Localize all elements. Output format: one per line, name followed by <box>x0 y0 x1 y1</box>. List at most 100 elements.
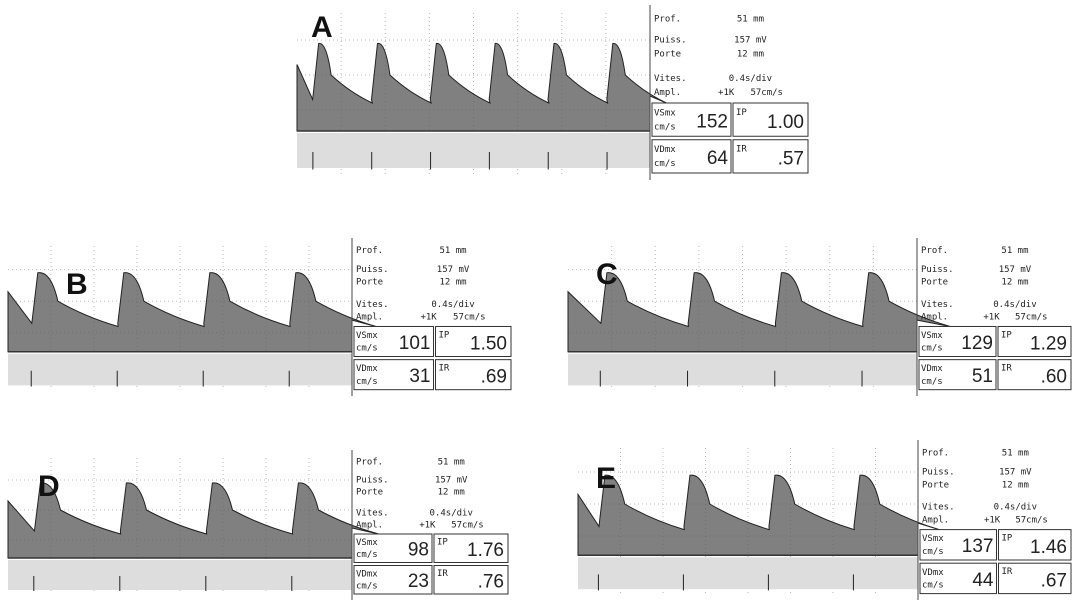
ampl-label: Ampl. <box>922 516 949 526</box>
ampl-scale: 57cm/s <box>750 88 783 98</box>
vsmx-box <box>353 325 434 358</box>
ampl-label: Ampl. <box>356 521 383 531</box>
ir-label: IR <box>1002 567 1013 577</box>
ip-box <box>998 529 1072 561</box>
puiss-value: 157 mV <box>999 468 1032 478</box>
prof-label: Prof. <box>922 448 949 458</box>
vdmx-value: 23 <box>408 571 429 592</box>
doppler-panel: B Prof. 51 mm Puiss. 157 mV Porte 12 mm Vites. 0… <box>7 238 512 396</box>
ampl-scale: 57cm/s <box>453 313 486 323</box>
vsmx-value: 129 <box>961 333 993 354</box>
puiss-label: Puiss. <box>654 36 687 46</box>
ampl-gain: +1K <box>420 313 437 323</box>
puiss-value: 157 mV <box>734 36 767 46</box>
vites-value: 0.4s/div <box>993 300 1036 310</box>
ir-label: IR <box>736 145 747 155</box>
vdmx-unit: cm/s <box>654 159 676 169</box>
puiss-label: Puiss. <box>921 265 954 275</box>
ip-value: 1.00 <box>767 112 804 133</box>
doppler-panel: C Prof. 51 mm Puiss. 157 mV Porte 12 mm Vites. 0… <box>567 238 1072 396</box>
ecg-band <box>568 353 917 386</box>
ir-value: .60 <box>1041 367 1067 388</box>
ampl-gain: +1K <box>984 516 1001 526</box>
ip-box <box>433 533 509 563</box>
doppler-waveform <box>567 272 951 353</box>
doppler-waveform <box>7 272 377 353</box>
porte-value: 12 mm <box>440 278 467 288</box>
vdmx-box <box>918 359 997 391</box>
ampl-label: Ampl. <box>356 313 383 323</box>
vdmx-box <box>919 562 997 595</box>
vdmx-box <box>353 565 433 595</box>
ip-label: IP <box>439 330 450 340</box>
ip-value: 1.29 <box>1030 334 1067 355</box>
vsmx-unit: cm/s <box>654 122 676 132</box>
panel-label: B <box>66 268 88 301</box>
ampl-scale: 57cm/s <box>451 521 484 531</box>
prof-label: Prof. <box>356 458 383 468</box>
panel-label: D <box>38 470 60 503</box>
panel-label: C <box>596 258 618 291</box>
prof-value: 51 mm <box>438 458 465 468</box>
porte-label: Porte <box>921 278 948 288</box>
vdmx-box <box>353 359 434 391</box>
vsmx-unit: cm/s <box>356 344 378 354</box>
vdmx-label: VDmx <box>356 364 378 374</box>
ip-value: 1.50 <box>470 334 507 355</box>
ir-box <box>435 359 512 391</box>
porte-value: 12 mm <box>737 50 764 60</box>
ampl-gain: +1K <box>983 313 1000 323</box>
ip-box <box>435 325 512 358</box>
ecg-band <box>297 133 650 168</box>
puiss-value: 157 mV <box>435 476 468 486</box>
doppler-waveform <box>577 474 940 556</box>
prof-value: 51 mm <box>440 246 467 256</box>
vites-value: 0.4s/div <box>431 300 474 310</box>
vsmx-value: 101 <box>399 333 431 354</box>
vsmx-label: VSmx <box>922 534 944 544</box>
ir-box <box>732 139 809 174</box>
vsmx-label: VSmx <box>356 331 378 341</box>
vsmx-label: VSmx <box>654 108 676 118</box>
ip-label: IP <box>1002 534 1013 544</box>
doppler-panel: E Prof. 51 mm Puiss. 157 mV Porte 12 mm Vites. 0… <box>577 440 1072 600</box>
vsmx-box <box>651 102 732 137</box>
puiss-label: Puiss. <box>356 265 389 275</box>
vites-value: 0.4s/div <box>729 74 772 84</box>
vdmx-label: VDmx <box>654 145 676 155</box>
vites-label: Vites. <box>356 509 389 519</box>
vdmx-box <box>651 139 732 174</box>
vdmx-unit: cm/s <box>356 582 378 592</box>
vsmx-unit: cm/s <box>921 344 943 354</box>
vdmx-unit: cm/s <box>922 581 944 591</box>
puiss-label: Puiss. <box>922 468 955 478</box>
ir-label: IR <box>437 569 448 579</box>
vites-label: Vites. <box>921 300 954 310</box>
ampl-label: Ampl. <box>921 313 948 323</box>
doppler-waveform <box>7 482 379 559</box>
ip-label: IP <box>1001 330 1012 340</box>
vsmx-box <box>919 529 997 561</box>
prof-value: 51 mm <box>1002 448 1029 458</box>
vsmx-box <box>353 533 433 563</box>
vdmx-value: 44 <box>972 570 994 591</box>
doppler-waveform <box>296 42 667 132</box>
panel-label: A <box>311 11 333 44</box>
ip-label: IP <box>736 108 747 118</box>
ecg-band <box>8 353 352 386</box>
puiss-label: Puiss. <box>356 476 389 486</box>
vdmx-unit: cm/s <box>921 377 943 387</box>
ampl-gain: +1K <box>419 521 436 531</box>
vdmx-value: 31 <box>409 366 430 387</box>
vites-value: 0.4s/div <box>430 509 473 519</box>
ir-box <box>997 359 1072 391</box>
ampl-scale: 57cm/s <box>1015 516 1048 526</box>
vites-value: 0.4s/div <box>994 503 1037 513</box>
vdmx-unit: cm/s <box>356 377 378 387</box>
doppler-panel: A Prof. 51 mm Puiss. 157 mV Porte 12 mm Vites. 0… <box>296 5 809 180</box>
vdmx-label: VDmx <box>356 570 378 580</box>
vites-label: Vites. <box>356 300 389 310</box>
prof-label: Prof. <box>921 246 948 256</box>
ampl-scale: 57cm/s <box>1015 313 1048 323</box>
